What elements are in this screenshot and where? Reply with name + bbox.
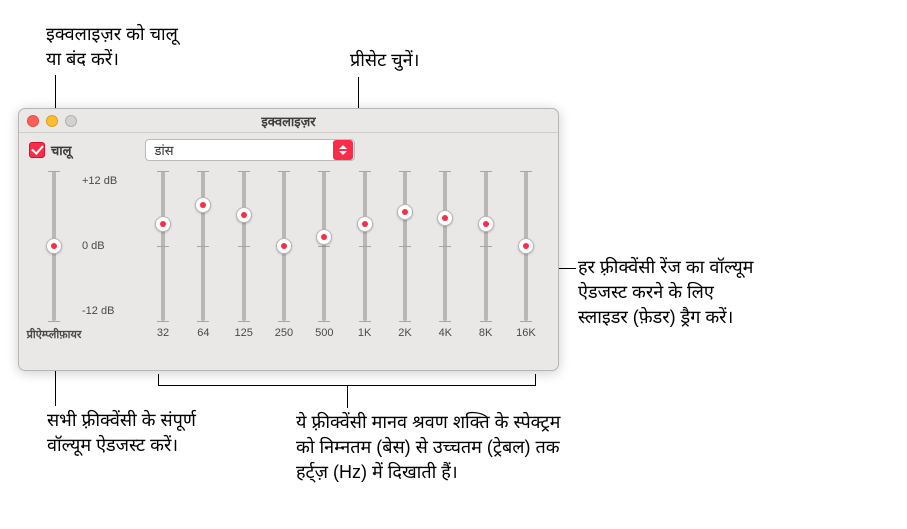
band-label-1K: 1K (350, 327, 380, 339)
band-label-250: 250 (269, 327, 299, 339)
equalizer-window: इक्वलाइज़र चालू डांस प्रीऐम्प्लीफ़ायर (18, 108, 559, 371)
band-thumb-32[interactable] (155, 216, 171, 232)
band-thumb-8K[interactable] (478, 216, 494, 232)
band-label-8K: 8K (471, 327, 501, 339)
preamp-slider[interactable] (52, 171, 56, 321)
window-title: इक्वलाइज़र (19, 112, 558, 130)
band-label-16K: 16K (511, 327, 541, 339)
minimize-button[interactable] (46, 115, 58, 127)
on-checkbox[interactable] (29, 142, 45, 158)
zoom-button-disabled (65, 115, 77, 127)
callout-preset: प्रीसेट चुनें। (350, 48, 419, 73)
preamp-label: प्रीऐम्प्लीफ़ायर (27, 327, 82, 342)
on-toggle[interactable]: चालू (29, 141, 71, 159)
band-slider-8K[interactable] (484, 171, 488, 321)
band-slider-500[interactable] (322, 171, 326, 321)
band-slider-1K[interactable] (363, 171, 367, 321)
band-label-32: 32 (148, 327, 178, 339)
band-slider-16K[interactable] (524, 171, 528, 321)
band-thumb-64[interactable] (195, 197, 211, 213)
db-min: -12 dB (82, 305, 114, 317)
callout-line-preamp (55, 368, 56, 406)
band-thumb-4K[interactable] (437, 210, 453, 226)
band-slider-32[interactable] (161, 171, 165, 321)
band-label-2K: 2K (390, 327, 420, 339)
band-label-4K: 4K (430, 327, 460, 339)
band-slider-250[interactable] (282, 171, 286, 321)
preset-select[interactable]: डांस (145, 139, 355, 161)
band-thumb-16K[interactable] (518, 238, 534, 254)
band-label-64: 64 (188, 327, 218, 339)
band-thumb-125[interactable] (236, 207, 252, 223)
db-mid: 0 dB (82, 240, 105, 252)
callout-freq: ये फ़्रीक्वेंसी मानव श्रवण शक्ति के स्पे… (296, 410, 560, 486)
db-max: +12 dB (82, 175, 117, 187)
band-thumb-250[interactable] (276, 238, 292, 254)
callout-on-off: इक्वलाइज़र को चालू या बंद करें। (46, 22, 178, 72)
close-button[interactable] (27, 115, 39, 127)
callout-preamp: सभी फ़्रीक्वेंसी के संपूर्ण वॉल्यूम ऐडजस… (47, 408, 196, 458)
db-scale: +12 dB 0 dB -12 dB (82, 171, 130, 321)
preamp-thumb[interactable] (46, 238, 62, 254)
titlebar: इक्वलाइज़र (19, 109, 558, 133)
chevron-up-down-icon (333, 140, 353, 160)
band-thumb-1K[interactable] (357, 216, 373, 232)
band-slider-4K[interactable] (443, 171, 447, 321)
preset-value: डांस (154, 141, 173, 159)
band-label-125: 125 (229, 327, 259, 339)
freq-bracket (158, 374, 536, 386)
on-label: चालू (51, 141, 71, 159)
band-label-500: 500 (309, 327, 339, 339)
band-slider-2K[interactable] (403, 171, 407, 321)
callout-fader: हर फ़्रीक्वेंसी रेंज का वॉल्यूम ऐडजस्ट क… (578, 255, 753, 331)
band-thumb-500[interactable] (316, 229, 332, 245)
band-thumb-2K[interactable] (397, 204, 413, 220)
band-slider-125[interactable] (242, 171, 246, 321)
band-slider-64[interactable] (201, 171, 205, 321)
freq-bracket-stem (347, 386, 348, 408)
